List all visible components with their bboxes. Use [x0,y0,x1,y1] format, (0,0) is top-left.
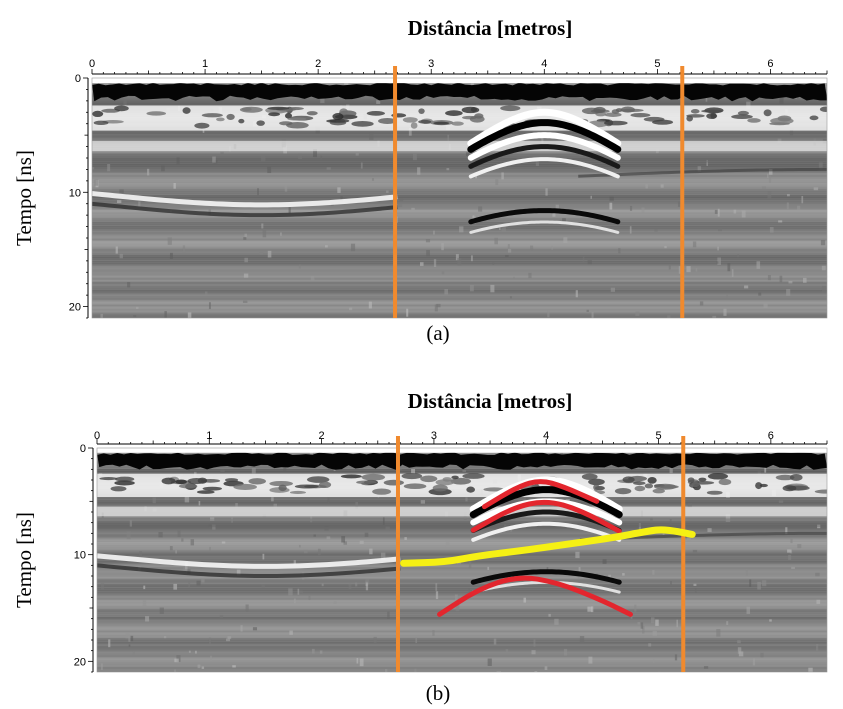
y-tick-label: 20 [69,302,81,314]
y-tick-label: 0 [75,73,81,85]
x-tick-label: 5 [655,430,661,442]
y-tick-label: 10 [69,187,81,199]
radargram-panel-b: Distância [metros] Tempo [ns] (b) 0 1 2 3 4 5 6 0 1… [0,354,843,708]
hyperbola-overlay [481,479,600,510]
x-tick-label: 4 [543,430,549,442]
x-tick-label: 3 [428,58,434,70]
x-tick-label: 0 [94,430,100,442]
radargram-image [92,78,827,318]
panel-caption: (a) [426,321,449,345]
x-tick-label: 2 [315,58,321,70]
y-axis-label: Tempo [ns] [12,150,36,246]
y-tick-label: 20 [74,656,86,668]
chart-title: Distância [metros] [408,389,573,413]
hyperbola-overlay [470,499,622,534]
ground-surface-band [92,82,827,102]
radargram-image [97,448,827,672]
y-axis-label: Tempo [ns] [12,512,36,608]
x-tick-label: 2 [319,430,325,442]
radargram-svg: Distância [metros] Tempo [ns] (b) 0 1 2 3 4 5 6 0 1… [12,389,828,705]
y-tick-label: 0 [80,443,86,455]
x-tick-label: 5 [654,58,660,70]
x-tick-label: 6 [768,430,774,442]
x-tick-label: 1 [202,58,208,70]
panel-caption: (b) [426,681,451,705]
x-tick-label: 3 [431,430,437,442]
hyperbola-overlay [437,575,633,617]
x-tick-label: 4 [541,58,547,70]
radargram-svg: Distância [metros] Tempo [ns] (a) 0 1 2 3 4 5 6 0 1… [12,16,828,345]
x-tick-label: 1 [206,430,212,442]
ground-surface-band [97,452,827,470]
chart-title: Distância [metros] [408,16,573,40]
x-tick-label: 6 [767,58,773,70]
x-tick-label: 0 [89,58,95,70]
radargram-panel-a: Distância [metros] Tempo [ns] (a) 0 1 2 3 4 5 6 0 1… [0,0,843,354]
reflector-overlay [400,526,696,567]
y-tick-label: 10 [74,550,86,562]
